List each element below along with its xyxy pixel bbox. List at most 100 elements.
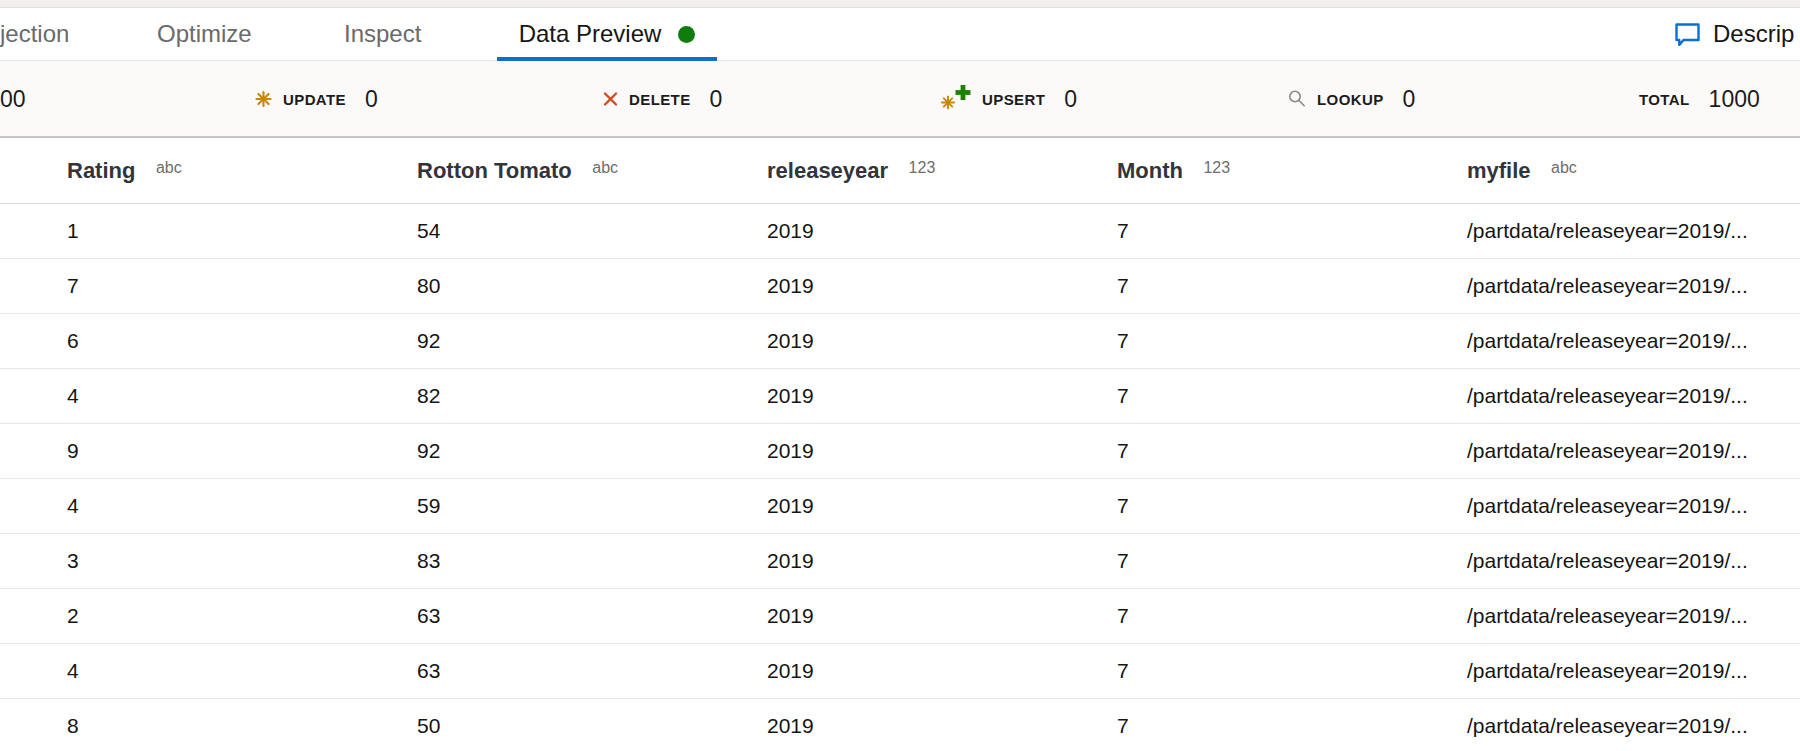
update-count: 0 [365,85,378,112]
update-label: UPDATE [283,90,346,107]
column-name: myfile [1467,158,1531,183]
upsert-asterisk-plus-icon [941,84,971,113]
cell-myfile: /partdata/releaseyear=2019/... [1400,439,1800,463]
description-label: Descrip [1713,20,1794,48]
cell-releaseyear: 2019 [700,219,1050,243]
column-type-badge: 123 [909,159,936,176]
cell-rating: 4 [0,494,350,518]
table-row[interactable]: 6 92 2019 7 /partdata/releaseyear=2019/.… [0,314,1800,369]
cell-rotton-tomato: 63 [350,659,700,683]
insert-count-partial: 00 [0,85,26,112]
tab-optimize-label: Optimize [157,20,252,48]
row-stats-bar: 00 UPDATE 0 DELETE 0 [0,61,1800,138]
cell-releaseyear: 2019 [700,659,1050,683]
tab-bar: jection Optimize Inspect Data Preview De… [0,8,1800,61]
tab-projection[interactable]: jection [0,8,69,60]
table-row[interactable]: 8 50 2019 7 /partdata/releaseyear=2019/.… [0,699,1800,749]
cell-rotton-tomato: 80 [350,274,700,298]
column-header-rotton-tomato[interactable]: Rotton Tomato abc [350,158,700,184]
cell-rotton-tomato: 59 [350,494,700,518]
table-row[interactable]: 2 63 2019 7 /partdata/releaseyear=2019/.… [0,589,1800,644]
column-type-badge: 123 [1203,159,1230,176]
cell-month: 7 [1050,659,1400,683]
table-row[interactable]: 4 59 2019 7 /partdata/releaseyear=2019/.… [0,479,1800,534]
column-name: releaseyear [767,158,888,183]
column-name: Rating [67,158,135,183]
lookup-count: 0 [1403,85,1416,112]
cell-rotton-tomato: 92 [350,329,700,353]
cell-myfile: /partdata/releaseyear=2019/... [1400,384,1800,408]
cell-myfile: /partdata/releaseyear=2019/... [1400,329,1800,353]
cell-month: 7 [1050,604,1400,628]
cell-month: 7 [1050,714,1400,738]
upsert-count: 0 [1064,85,1077,112]
column-type-badge: abc [156,159,182,176]
delete-stat: DELETE 0 [603,85,722,112]
lookup-stat: LOOKUP 0 [1288,85,1415,112]
cell-myfile: /partdata/releaseyear=2019/... [1400,219,1800,243]
table-row[interactable]: 7 80 2019 7 /partdata/releaseyear=2019/.… [0,259,1800,314]
cell-releaseyear: 2019 [700,439,1050,463]
delete-x-icon [603,91,618,106]
cell-myfile: /partdata/releaseyear=2019/... [1400,274,1800,298]
cell-month: 7 [1050,549,1400,573]
cell-releaseyear: 2019 [700,549,1050,573]
tab-optimize[interactable]: Optimize [157,8,252,60]
description-button[interactable]: Descrip [1674,8,1800,60]
cell-month: 7 [1050,439,1400,463]
cell-month: 7 [1050,384,1400,408]
column-type-badge: abc [1551,159,1577,176]
cell-rating: 8 [0,714,350,738]
column-header-month[interactable]: Month 123 [1050,158,1400,184]
lookup-magnifier-icon [1288,90,1306,108]
update-stat: UPDATE 0 [255,85,378,112]
tab-data-preview-label: Data Preview [519,20,662,48]
column-name: Month [1117,158,1183,183]
tab-inspect-label: Inspect [344,20,421,48]
column-header-releaseyear[interactable]: releaseyear 123 [700,158,1050,184]
cell-month: 7 [1050,274,1400,298]
cell-month: 7 [1050,494,1400,518]
table-row[interactable]: 3 83 2019 7 /partdata/releaseyear=2019/.… [0,534,1800,589]
cell-myfile: /partdata/releaseyear=2019/... [1400,494,1800,518]
table-row[interactable]: 4 63 2019 7 /partdata/releaseyear=2019/.… [0,644,1800,699]
cell-releaseyear: 2019 [700,494,1050,518]
table-row[interactable]: 1 54 2019 7 /partdata/releaseyear=2019/.… [0,204,1800,259]
cell-rotton-tomato: 54 [350,219,700,243]
column-type-badge: abc [592,159,618,176]
cell-myfile: /partdata/releaseyear=2019/... [1400,714,1800,738]
tab-inspect[interactable]: Inspect [344,8,421,60]
cell-rating: 6 [0,329,350,353]
cell-rating: 4 [0,659,350,683]
cell-rating: 1 [0,219,350,243]
cell-month: 7 [1050,219,1400,243]
cell-releaseyear: 2019 [700,714,1050,738]
cell-releaseyear: 2019 [700,604,1050,628]
column-header-rating[interactable]: Rating abc [0,158,350,184]
cell-myfile: /partdata/releaseyear=2019/... [1400,604,1800,628]
upsert-label: UPSERT [982,90,1045,107]
cell-rating: 7 [0,274,350,298]
cell-myfile: /partdata/releaseyear=2019/... [1400,659,1800,683]
cell-rating: 2 [0,604,350,628]
cell-rating: 9 [0,439,350,463]
cell-rating: 4 [0,384,350,408]
table-row[interactable]: 4 82 2019 7 /partdata/releaseyear=2019/.… [0,369,1800,424]
total-count: 1000 [1709,85,1760,112]
table-body: 1 54 2019 7 /partdata/releaseyear=2019/.… [0,204,1800,749]
lookup-label: LOOKUP [1317,90,1384,107]
tab-data-preview[interactable]: Data Preview [497,8,717,60]
cell-rotton-tomato: 50 [350,714,700,738]
total-label: TOTAL [1639,90,1690,107]
upsert-stat: UPSERT 0 [941,84,1077,113]
total-stat: TOTAL 1000 [1639,85,1760,112]
table-header-row: Rating abc Rotton Tomato abc releaseyear… [0,138,1800,204]
cell-rotton-tomato: 82 [350,384,700,408]
cell-rotton-tomato: 92 [350,439,700,463]
cell-releaseyear: 2019 [700,384,1050,408]
table-row[interactable]: 9 92 2019 7 /partdata/releaseyear=2019/.… [0,424,1800,479]
delete-label: DELETE [629,90,691,107]
tab-projection-label: jection [0,20,69,48]
cell-myfile: /partdata/releaseyear=2019/... [1400,549,1800,573]
column-header-myfile[interactable]: myfile abc [1400,158,1800,184]
